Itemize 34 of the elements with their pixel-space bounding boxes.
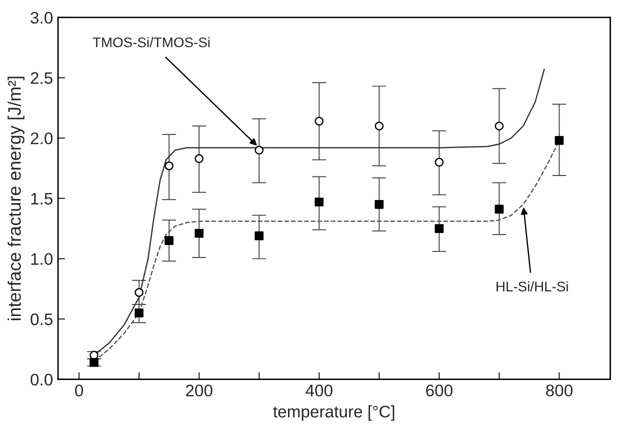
point — [374, 122, 384, 130]
point — [134, 288, 144, 297]
point — [164, 236, 174, 246]
x-axis-title: temperature [°C] — [273, 405, 394, 421]
y-tick-label: 2.5 — [30, 72, 52, 84]
y-tick-label: 2.0 — [30, 132, 53, 144]
x-tick-label: 0 — [75, 384, 84, 396]
point — [254, 231, 264, 240]
point — [134, 308, 144, 318]
point — [90, 358, 98, 367]
point — [554, 136, 564, 145]
point — [314, 116, 324, 126]
y-tick-label: 0.5 — [30, 313, 52, 326]
y-tick-label: 1.0 — [31, 253, 53, 265]
x-tick-label: 600 — [426, 384, 452, 396]
point — [494, 122, 504, 130]
y-tick-label: 1.5 — [31, 192, 52, 205]
y-axis-title: interface fracture energy [J/m²] — [8, 76, 24, 320]
point — [374, 200, 384, 209]
point — [314, 198, 324, 206]
point — [494, 204, 504, 214]
x-tick-label: 800 — [546, 384, 573, 396]
point — [434, 224, 444, 233]
annotation: HL-Si/HL-Si — [496, 281, 568, 292]
x-tick-label: 400 — [306, 384, 332, 396]
point — [194, 228, 204, 238]
y-tick-label: 3.0 — [30, 12, 53, 24]
point — [434, 158, 444, 167]
point — [254, 146, 264, 155]
y-tick-label: 0.0 — [30, 374, 53, 386]
x-tick-label: 200 — [186, 384, 212, 396]
annotation: TMOS-Si/TMOS-Si — [92, 37, 210, 48]
point — [194, 154, 204, 163]
point — [164, 161, 174, 170]
